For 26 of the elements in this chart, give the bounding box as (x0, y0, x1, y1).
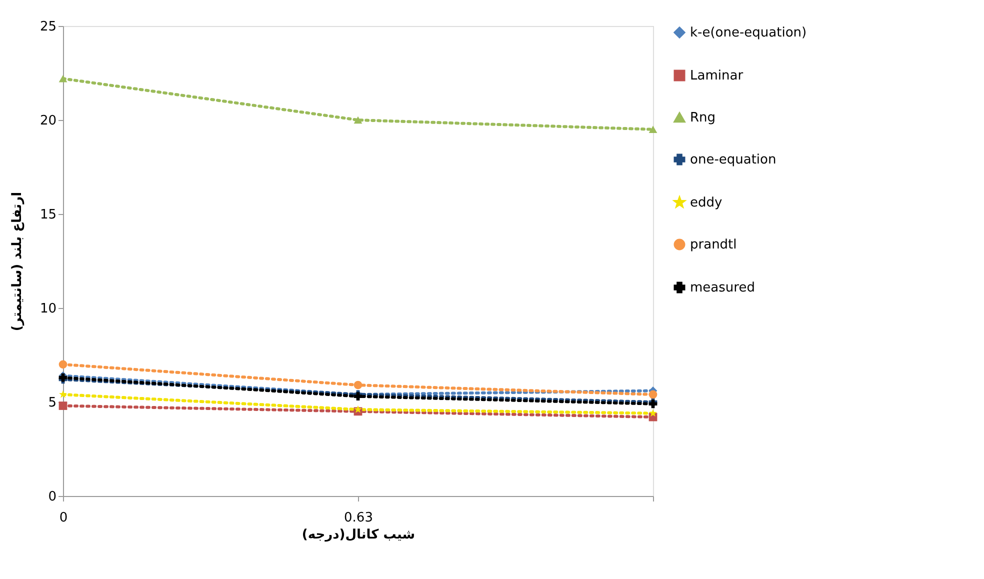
x-tick-label: 0.63 (344, 510, 373, 526)
legend-label: prandtl (690, 238, 737, 252)
point (354, 380, 362, 390)
point (354, 116, 362, 124)
y-tick-label: 20 (40, 114, 56, 128)
legend-label: Laminar (690, 68, 744, 84)
point (648, 126, 658, 134)
y-axis-title: ارتفاع بلند (سانتیمتر) (10, 192, 25, 332)
x-axis-title: شیب کانال(درجه) (302, 528, 416, 542)
point (354, 405, 362, 413)
legend-label: Rng (690, 110, 716, 126)
legend-label: measured (690, 280, 755, 296)
legend-label: k-e(one-equation) (690, 26, 807, 40)
point (59, 390, 67, 398)
point (58, 402, 68, 410)
y-tick-label: 5 (48, 396, 56, 410)
legend-label: one-equation (690, 152, 776, 168)
point (58, 75, 68, 82)
point (649, 409, 657, 417)
y-tick-label: 25 (40, 20, 56, 34)
y-tick-label: 10 (40, 302, 56, 316)
y-tick-label: 0 (48, 490, 56, 504)
point (648, 390, 658, 399)
point (58, 360, 68, 369)
legend-label: eddy (690, 196, 722, 210)
y-tick-label: 15 (40, 208, 56, 222)
